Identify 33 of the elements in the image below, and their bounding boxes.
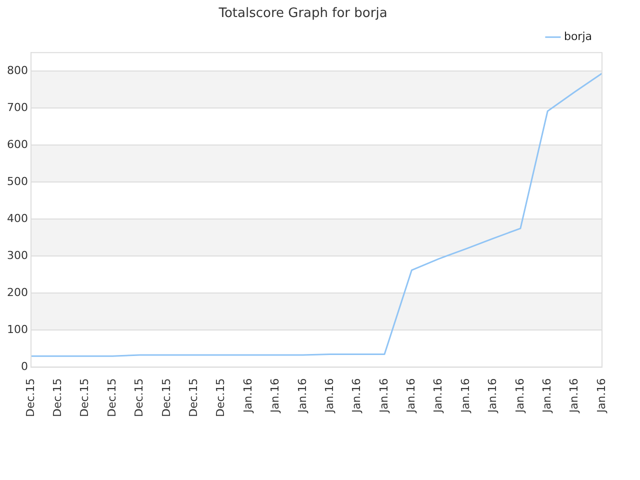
legend-label: borja (564, 30, 592, 43)
x-tick-label: Dec.15 (78, 378, 92, 417)
x-tick-label: Dec.15 (105, 378, 118, 417)
x-tick-label: Dec.15 (24, 378, 37, 417)
x-tick-label: Dec.15 (160, 378, 173, 417)
y-tick-label: 600 (6, 138, 28, 151)
x-tick-label: Dec.15 (132, 378, 146, 417)
x-tick-label: Jan.16 (404, 378, 418, 414)
y-tick-label: 300 (6, 249, 28, 262)
x-tick-label: Dec.15 (51, 378, 64, 417)
x-tick-label: Dec.15 (214, 378, 228, 417)
y-tick-label: 100 (6, 323, 28, 336)
x-tick-label: Jan.16 (296, 378, 309, 414)
x-tick-label: Jan.16 (513, 378, 526, 414)
y-tick-label: 800 (6, 64, 28, 77)
x-tick-label: Jan.16 (458, 378, 472, 414)
y-tick-label: 400 (6, 212, 28, 226)
chart-title: Totalscore Graph for borja (218, 6, 388, 22)
y-tick-label: 500 (6, 175, 28, 188)
x-tick-label: Jan.16 (568, 378, 581, 414)
x-tick-label: Jan.16 (540, 378, 554, 414)
x-tick-label: Jan.16 (322, 378, 336, 414)
x-tick-label: Jan.16 (377, 378, 390, 414)
y-tick-label: 0 (20, 360, 28, 374)
y-tick-label: 700 (6, 100, 28, 114)
x-tick-label: Jan.16 (350, 378, 364, 414)
x-tick-label: Dec.15 (187, 378, 200, 417)
x-tick-label: Jan.16 (486, 378, 500, 414)
x-tick-label: Jan.16 (432, 378, 445, 414)
x-tick-label: Jan.16 (241, 378, 254, 414)
y-tick-label: 200 (6, 286, 28, 300)
x-tick-label: Jan.16 (268, 378, 282, 414)
x-tick-label: Jan.16 (594, 378, 608, 414)
